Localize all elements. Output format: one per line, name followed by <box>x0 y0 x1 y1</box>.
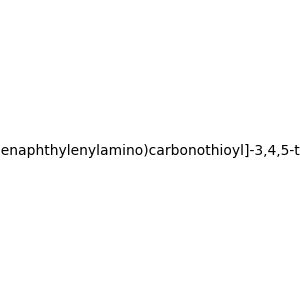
Text: N-[(1,2-dihydro-5-acenaphthylenylamino)carbonothioyl]-3,4,5-trimethoxybenzamide: N-[(1,2-dihydro-5-acenaphthylenylamino)c… <box>0 145 300 158</box>
